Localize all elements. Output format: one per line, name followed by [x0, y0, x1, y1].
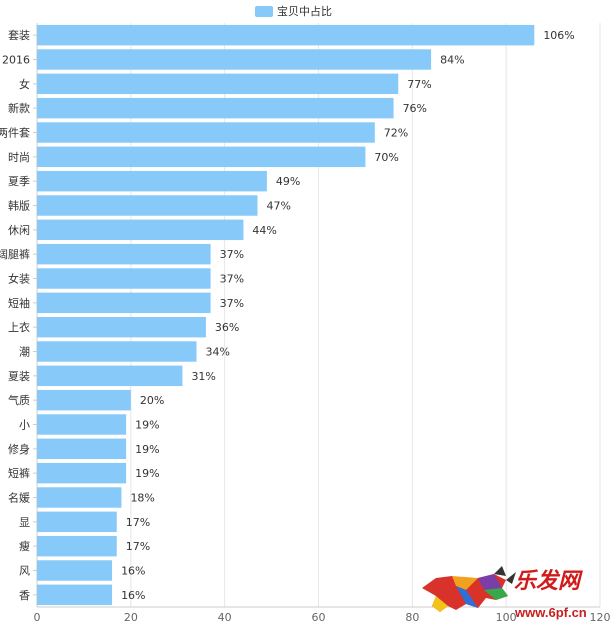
x-tick-label: 80 — [405, 611, 419, 624]
data-label: 19% — [135, 467, 159, 480]
x-tick-label: 60 — [312, 611, 326, 624]
data-label: 84% — [440, 54, 464, 67]
data-label: 34% — [206, 346, 230, 359]
bar-layer — [37, 24, 535, 606]
data-label: 77% — [407, 78, 431, 91]
bar — [37, 316, 206, 338]
grid-layer — [33, 23, 601, 608]
x-tick-label: 100 — [496, 611, 517, 624]
bar — [37, 243, 211, 265]
y-tick-label: 女 — [19, 77, 30, 91]
data-label: 17% — [126, 540, 150, 553]
bar — [37, 341, 197, 362]
bar — [37, 535, 117, 557]
y-tick-label: 韩版 — [8, 199, 30, 213]
data-label: 37% — [220, 297, 244, 310]
y-tick-label: 短袖 — [8, 296, 30, 310]
bar — [37, 292, 211, 314]
bar — [37, 487, 122, 508]
data-label: 106% — [543, 29, 574, 42]
x-tick-label: 120 — [590, 611, 611, 624]
bar — [37, 414, 127, 435]
y-tick-label: 阔腿裤 — [0, 247, 30, 261]
data-label: 37% — [220, 248, 244, 261]
data-label: 16% — [121, 565, 145, 578]
data-label: 70% — [374, 151, 398, 164]
legend-swatch — [255, 6, 273, 17]
data-label: 47% — [267, 200, 291, 213]
y-tick-label: 夏装 — [8, 370, 30, 383]
bar — [37, 219, 244, 241]
y-tick-label: 新款 — [8, 101, 30, 115]
y-tick-label: 短裤 — [8, 466, 30, 480]
data-label: 44% — [252, 224, 276, 237]
bar — [37, 365, 183, 387]
y-tick-label: 套装 — [8, 29, 30, 42]
y-tick-label: 修身 — [8, 442, 30, 456]
data-label: 17% — [126, 516, 150, 529]
data-label: 19% — [135, 419, 159, 432]
y-tick-label: 两件套 — [0, 127, 30, 140]
data-label: 20% — [140, 394, 164, 407]
y-tick-label: 风 — [19, 565, 30, 578]
data-label: 49% — [276, 175, 300, 188]
watermark: 乐发网 www.6pf.cn — [422, 566, 587, 620]
y-tick-label: 潮 — [19, 345, 30, 359]
x-tick-label: 40 — [218, 611, 232, 624]
bar — [37, 438, 127, 460]
y-tick-label: 2016 — [2, 54, 30, 67]
bar — [37, 122, 375, 143]
bar — [37, 49, 432, 70]
legend-label: 宝贝中占比 — [277, 4, 332, 18]
data-label: 16% — [121, 589, 145, 602]
legend[interactable]: 宝贝中占比 — [255, 4, 332, 18]
bar — [37, 97, 394, 119]
y-tick-label: 气质 — [8, 393, 30, 407]
y-tick-label: 瘦 — [19, 539, 30, 553]
y-tick-label: 名媛 — [8, 491, 30, 505]
bar — [37, 560, 113, 581]
watermark-url: www.6pf.cn — [514, 605, 587, 620]
watermark-brand: 乐发网 — [514, 568, 583, 594]
x-tick-label: 20 — [124, 611, 138, 624]
y-tick-label: 女装 — [8, 272, 30, 286]
bar — [37, 146, 366, 168]
x-tick-label: 0 — [34, 611, 41, 624]
bar — [37, 268, 211, 289]
y-tick-label: 香 — [19, 589, 30, 602]
bar — [37, 511, 117, 533]
bar — [37, 170, 267, 192]
bar — [37, 24, 535, 46]
bar — [37, 462, 127, 484]
bar — [37, 389, 131, 411]
data-label: 72% — [384, 127, 408, 140]
y-tick-label: 显 — [19, 516, 30, 529]
bull-logo-icon — [422, 566, 516, 612]
data-label: 19% — [135, 443, 159, 456]
data-label: 76% — [403, 102, 427, 115]
bar — [37, 584, 113, 606]
y-tick-label: 小 — [19, 419, 30, 432]
data-label: 18% — [130, 492, 154, 505]
bar — [37, 73, 399, 95]
y-tick-label: 时尚 — [8, 150, 30, 164]
y-tick-label: 休闲 — [8, 223, 30, 237]
data-label: 37% — [220, 273, 244, 286]
y-tick-label: 上衣 — [8, 320, 30, 334]
data-label: 31% — [191, 370, 215, 383]
bar — [37, 195, 258, 216]
label-layer: 0 20 40 60 80 100 120 套装 106% 2016 84% 女 77% 新款 76% 两件套… — [0, 29, 611, 624]
y-tick-label: 夏季 — [8, 175, 30, 188]
data-label: 36% — [215, 321, 239, 334]
